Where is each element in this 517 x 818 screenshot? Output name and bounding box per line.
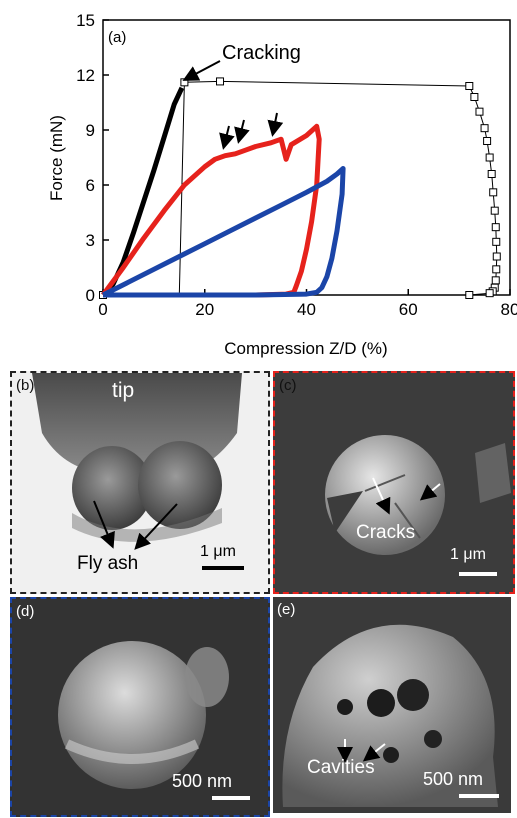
x-tick-label: 20 [195,300,214,319]
panel-e-graphic [273,597,511,813]
scale-bar-label-b: 1 μm [200,543,236,560]
y-tick-label: 12 [76,66,95,85]
panel-c-graphic [275,373,513,592]
data-point-marker [465,291,474,299]
x-axis-ticks: 0 20 40 60 80 [98,289,517,319]
data-point-marker [475,107,484,116]
scale-bar-label-e: 500 nm [423,769,484,789]
data-point-marker [465,82,474,90]
fly-ash-fragment-left [72,446,152,530]
force-compression-chart: 0 20 40 60 80 0 3 6 9 12 15 (a) Compression Z/D (… [47,11,517,358]
y-axis-label: Force (mN) [47,115,66,201]
x-tick-label: 40 [297,300,316,319]
cracked-microsphere [325,435,445,555]
event-arrow-2 [234,119,250,144]
data-point-marker [492,252,501,261]
fly-ash-label: Fly ash [77,553,139,574]
data-point-marker [489,188,498,197]
series-line-3 [100,123,322,298]
scale-bar-label-d: 500 nm [172,771,233,791]
cavity-microsphere [282,624,498,807]
panel-b-sem-image: (b) tip Fly ash 1 μm [10,371,270,594]
series-line-4 [101,166,346,298]
data-point-marker [483,137,492,145]
data-point-marker [491,276,500,285]
data-point-marker [180,78,189,87]
x-tick-label: 60 [399,300,418,319]
data-point-marker [491,223,500,232]
data-point-marker [492,265,501,274]
panel-label-e: (e) [277,601,296,618]
y-tick-label: 3 [86,231,95,250]
panel-d-sem-image: (d) 500 nm [10,597,270,817]
data-point-marker [492,237,501,246]
data-point-marker [480,124,489,133]
event-arrow-3 [267,112,284,137]
data-point-marker [216,77,225,86]
panel-label-d: (d) [16,603,35,620]
x-tick-label: 0 [98,300,107,319]
data-point-marker [485,289,494,298]
data-point-marker [485,153,494,162]
scale-bar-b [202,566,244,570]
y-tick-label: 9 [86,121,95,140]
x-tick-label: 80 [501,300,517,319]
cavities-label: Cavities [307,757,375,778]
panel-b-graphic [12,373,268,592]
panel-label-a: (a) [108,29,126,46]
fly-ash-fragment-right [138,441,222,529]
cracking-arrow [182,60,221,81]
cracking-annotation: Cracking [222,42,301,64]
y-tick-label: 15 [76,11,95,30]
data-point-marker [487,170,496,178]
scale-bar-c [459,572,497,576]
intact-microsphere [58,641,206,789]
y-axis-ticks: 0 3 6 9 12 15 [76,11,109,305]
panel-c-sem-image: (c) Cracks 1 μm [273,371,515,594]
x-axis-label: Compression Z/D (%) [224,339,387,358]
scale-bar-e [459,794,499,798]
data-point-marker [490,206,499,215]
event-arrow-1 [219,125,235,150]
series-layer [99,77,501,299]
panel-d-graphic [12,599,268,815]
scale-bar-d [212,796,250,800]
panel-e-sem-image: (e) Cavities 500 nm [273,597,511,813]
panel-label-c: (c) [279,377,297,394]
y-tick-label: 6 [86,176,95,195]
scale-bar-label-c: 1 μm [450,546,486,563]
y-tick-label: 0 [86,286,95,305]
tip-label: tip [112,379,135,402]
panel-label-b: (b) [16,377,35,394]
data-point-marker [470,93,479,101]
cracks-label: Cracks [356,522,416,543]
